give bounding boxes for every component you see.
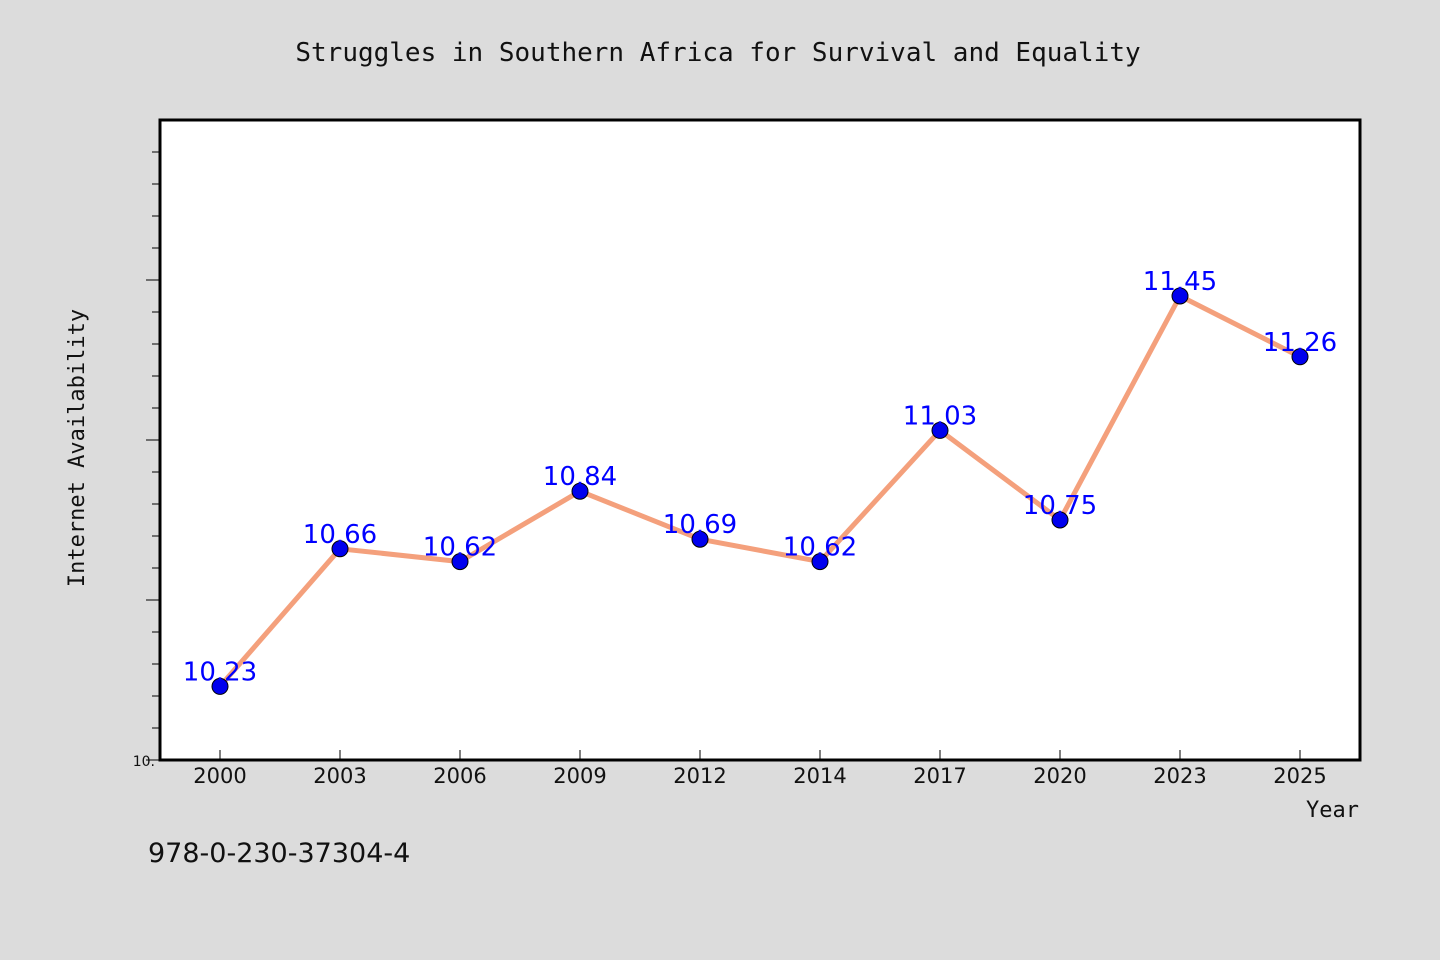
- data-point: [451, 553, 469, 571]
- y-axis-ticks: [146, 151, 160, 761]
- data-point: [1171, 287, 1189, 305]
- x-tick-label: 2006: [433, 764, 486, 788]
- x-tick-label: 2012: [673, 764, 726, 788]
- x-tick-label: 2009: [553, 764, 606, 788]
- data-label: 10.62: [423, 533, 497, 563]
- data-label-layer: 10.23 10.66 10.62 10.84 10.69 10.62 11.03 10.75…: [183, 267, 1337, 687]
- data-label: 10.62: [783, 533, 857, 563]
- x-tick-label: 2014: [793, 764, 846, 788]
- x-axis-ticks: 2000 2003 2006 2009 2012 2014 2017 2020 2023 2025: [193, 750, 1327, 788]
- data-point: [691, 530, 709, 548]
- data-label: 10.23: [183, 657, 257, 687]
- data-point: [211, 677, 229, 695]
- x-tick-label: 2017: [913, 764, 966, 788]
- data-label: 11.26: [1263, 328, 1337, 358]
- x-tick-label: 2025: [1273, 764, 1326, 788]
- data-label: 10.75: [1023, 491, 1097, 521]
- data-label: 11.45: [1143, 267, 1217, 297]
- series-layer: [211, 287, 1309, 695]
- plot-area: [158, 118, 1362, 762]
- x-tick-label: 2023: [1153, 764, 1206, 788]
- data-point: [331, 540, 349, 558]
- data-point: [571, 482, 589, 500]
- x-tick-label: 2000: [193, 764, 246, 788]
- isbn-annotation: 978-0-230-37304-4: [148, 838, 410, 869]
- chart-title: Struggles in Southern Africa for Surviva…: [295, 38, 1140, 68]
- x-axis-label: Year: [1306, 798, 1359, 823]
- series-line: [217, 293, 1303, 689]
- data-point: [1051, 511, 1069, 529]
- data-label: 11.03: [903, 401, 977, 431]
- data-label: 10.66: [303, 520, 377, 550]
- y-tick-label: 10.: [133, 754, 155, 770]
- y-axis-label: Internet Availability: [65, 309, 90, 587]
- x-tick-label: 2003: [313, 764, 366, 788]
- data-label: 10.69: [663, 510, 737, 540]
- data-label: 10.84: [543, 462, 617, 492]
- data-point: [811, 553, 829, 571]
- x-tick-label: 2020: [1033, 764, 1086, 788]
- data-point: [931, 421, 949, 439]
- data-point: [1291, 348, 1309, 366]
